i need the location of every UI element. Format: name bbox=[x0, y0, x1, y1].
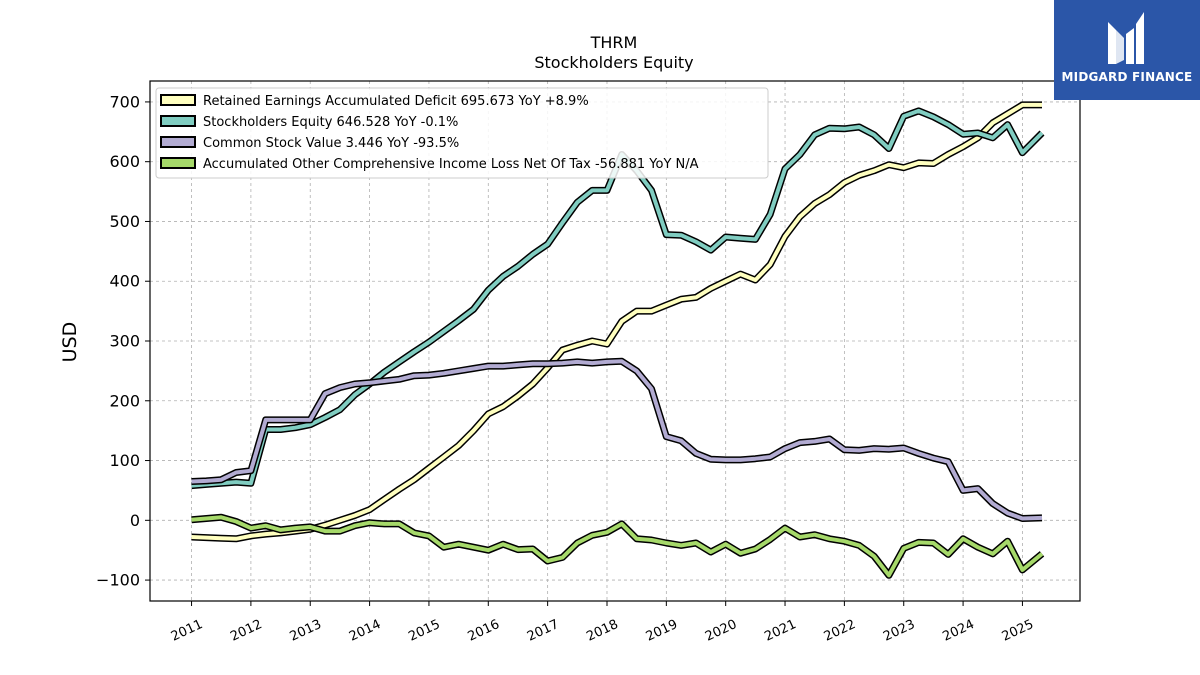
legend-swatch bbox=[160, 136, 196, 148]
legend-box bbox=[155, 87, 769, 179]
x-tick-label: 2012 bbox=[228, 617, 264, 645]
x-tick-label: 2018 bbox=[584, 617, 620, 645]
y-tick-label: 600 bbox=[109, 152, 140, 171]
series-line-3 bbox=[191, 357, 1043, 522]
x-tick-label: 2024 bbox=[940, 617, 976, 645]
legend-entry: Stockholders Equity 646.528 YoY -0.1% bbox=[203, 115, 458, 130]
y-tick-label: 300 bbox=[109, 332, 140, 351]
y-tick-label: 500 bbox=[109, 212, 140, 231]
x-tick-label: 2021 bbox=[762, 617, 798, 645]
chart-title: Stockholders Equity bbox=[534, 53, 693, 72]
series-line-4 bbox=[191, 513, 1045, 579]
series-line-stroke bbox=[191, 515, 1044, 578]
x-tick-label: 2013 bbox=[288, 617, 324, 645]
y-tick-label: 100 bbox=[109, 451, 140, 470]
legend-swatch bbox=[160, 157, 196, 169]
x-tick-label: 2016 bbox=[466, 617, 502, 645]
y-tick-label: 0 bbox=[130, 511, 140, 530]
x-tick-label: 2019 bbox=[644, 617, 680, 645]
x-tick-label: 2023 bbox=[881, 617, 917, 645]
legend-entry: Retained Earnings Accumulated Deficit 69… bbox=[203, 94, 589, 109]
x-tick-label: 2011 bbox=[169, 617, 205, 645]
y-tick-label: 700 bbox=[109, 92, 140, 111]
legend-swatch bbox=[160, 115, 196, 127]
logo: MIDGARD FINANCE bbox=[1054, 0, 1200, 100]
y-tick-label: 200 bbox=[109, 391, 140, 410]
legend: Retained Earnings Accumulated Deficit 69… bbox=[155, 87, 769, 179]
series-line-stroke bbox=[191, 102, 1042, 541]
midgard-logo-icon bbox=[1108, 12, 1144, 64]
x-tick-label: 2014 bbox=[347, 617, 383, 645]
series-line-outline bbox=[191, 357, 1043, 522]
legend-swatch bbox=[160, 94, 196, 106]
x-tick-label: 2015 bbox=[406, 617, 442, 645]
y-axis-label: USD bbox=[59, 322, 81, 363]
chart-title-ticker: THRM bbox=[590, 33, 638, 52]
x-tick-label: 2020 bbox=[703, 617, 739, 645]
x-tick-label: 2025 bbox=[1000, 617, 1036, 645]
legend-entry: Accumulated Other Comprehensive Income L… bbox=[203, 157, 699, 172]
x-tick-label: 2017 bbox=[525, 617, 561, 645]
legend-entry: Common Stock Value 3.446 YoY -93.5% bbox=[203, 136, 459, 151]
series-line-1 bbox=[191, 101, 1042, 543]
y-tick-label: 400 bbox=[109, 272, 140, 291]
series-line-stroke bbox=[191, 359, 1043, 521]
y-tick-label: −100 bbox=[96, 571, 140, 590]
logo-text: MIDGARD FINANCE bbox=[1061, 70, 1193, 84]
x-tick-label: 2022 bbox=[822, 617, 858, 645]
